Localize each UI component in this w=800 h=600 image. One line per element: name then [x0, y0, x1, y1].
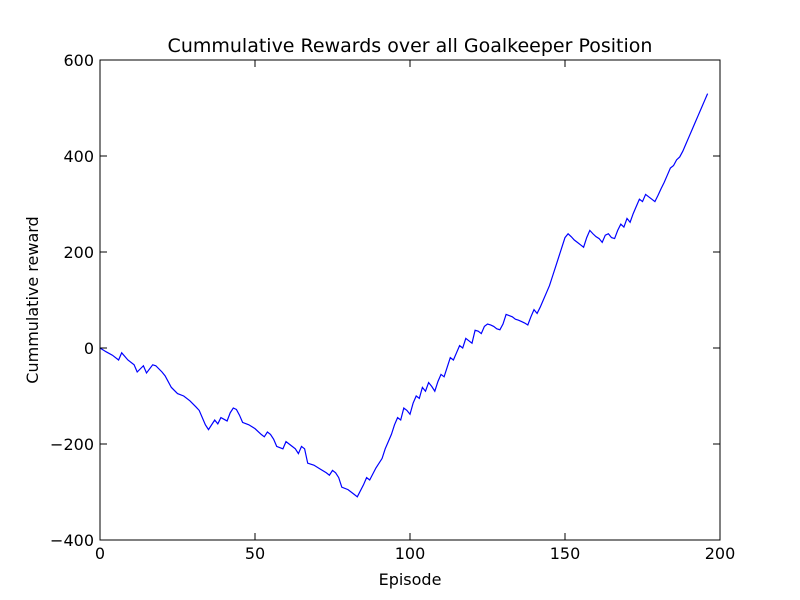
- x-tick-label: 0: [95, 544, 105, 563]
- y-tick-label: 200: [63, 243, 94, 262]
- x-tick-label: 100: [395, 544, 426, 563]
- y-tick-label: 0: [84, 339, 94, 358]
- x-axis-label: Episode: [379, 570, 442, 589]
- y-tick-label: −200: [50, 435, 94, 454]
- y-tick-label: −400: [50, 531, 94, 550]
- chart-title: Cummulative Rewards over all Goalkeeper …: [168, 35, 653, 57]
- x-tick-label: 200: [705, 544, 736, 563]
- x-tick-label: 50: [245, 544, 265, 563]
- y-tick-label: 400: [63, 147, 94, 166]
- x-tick-label: 150: [550, 544, 581, 563]
- y-axis-label: Cummulative reward: [23, 216, 42, 383]
- y-tick-label: 600: [63, 51, 94, 70]
